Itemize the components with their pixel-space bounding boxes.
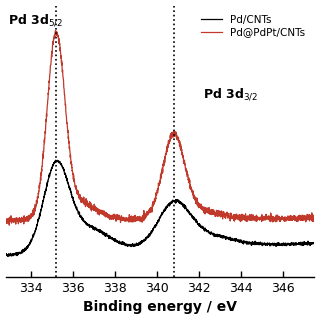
Pd@PdPt/CNTs (4, 220, 7, 223)
Pd@PdPt/CNTs (304, 217, 308, 221)
Pd/CNTs (6, 254, 10, 258)
Pd@PdPt/CNTs (154, 192, 158, 196)
Pd@PdPt/CNTs (20, 216, 23, 220)
Pd/CNTs (4, 253, 7, 257)
Pd@PdPt/CNTs (304, 220, 308, 224)
Text: Pd 3d$_{3/2}$: Pd 3d$_{3/2}$ (203, 87, 258, 102)
Pd@PdPt/CNTs (53, 29, 57, 33)
Pd/CNTs (304, 242, 308, 246)
Pd@PdPt/CNTs (146, 211, 150, 214)
Pd/CNTs (53, 158, 57, 162)
Pd/CNTs (146, 236, 150, 239)
Legend: Pd/CNTs, Pd@PdPt/CNTs: Pd/CNTs, Pd@PdPt/CNTs (196, 11, 309, 42)
Line: Pd/CNTs: Pd/CNTs (5, 160, 315, 256)
X-axis label: Binding energy / eV: Binding energy / eV (83, 300, 237, 315)
Pd/CNTs (154, 223, 158, 227)
Pd@PdPt/CNTs (313, 215, 316, 219)
Pd@PdPt/CNTs (247, 218, 251, 221)
Pd/CNTs (304, 242, 308, 245)
Text: Pd 3d$_{5/2}$: Pd 3d$_{5/2}$ (8, 12, 63, 28)
Line: Pd@PdPt/CNTs: Pd@PdPt/CNTs (5, 31, 315, 225)
Pd@PdPt/CNTs (7, 223, 11, 227)
Pd/CNTs (20, 251, 23, 255)
Pd/CNTs (313, 242, 316, 246)
Pd/CNTs (247, 242, 251, 246)
